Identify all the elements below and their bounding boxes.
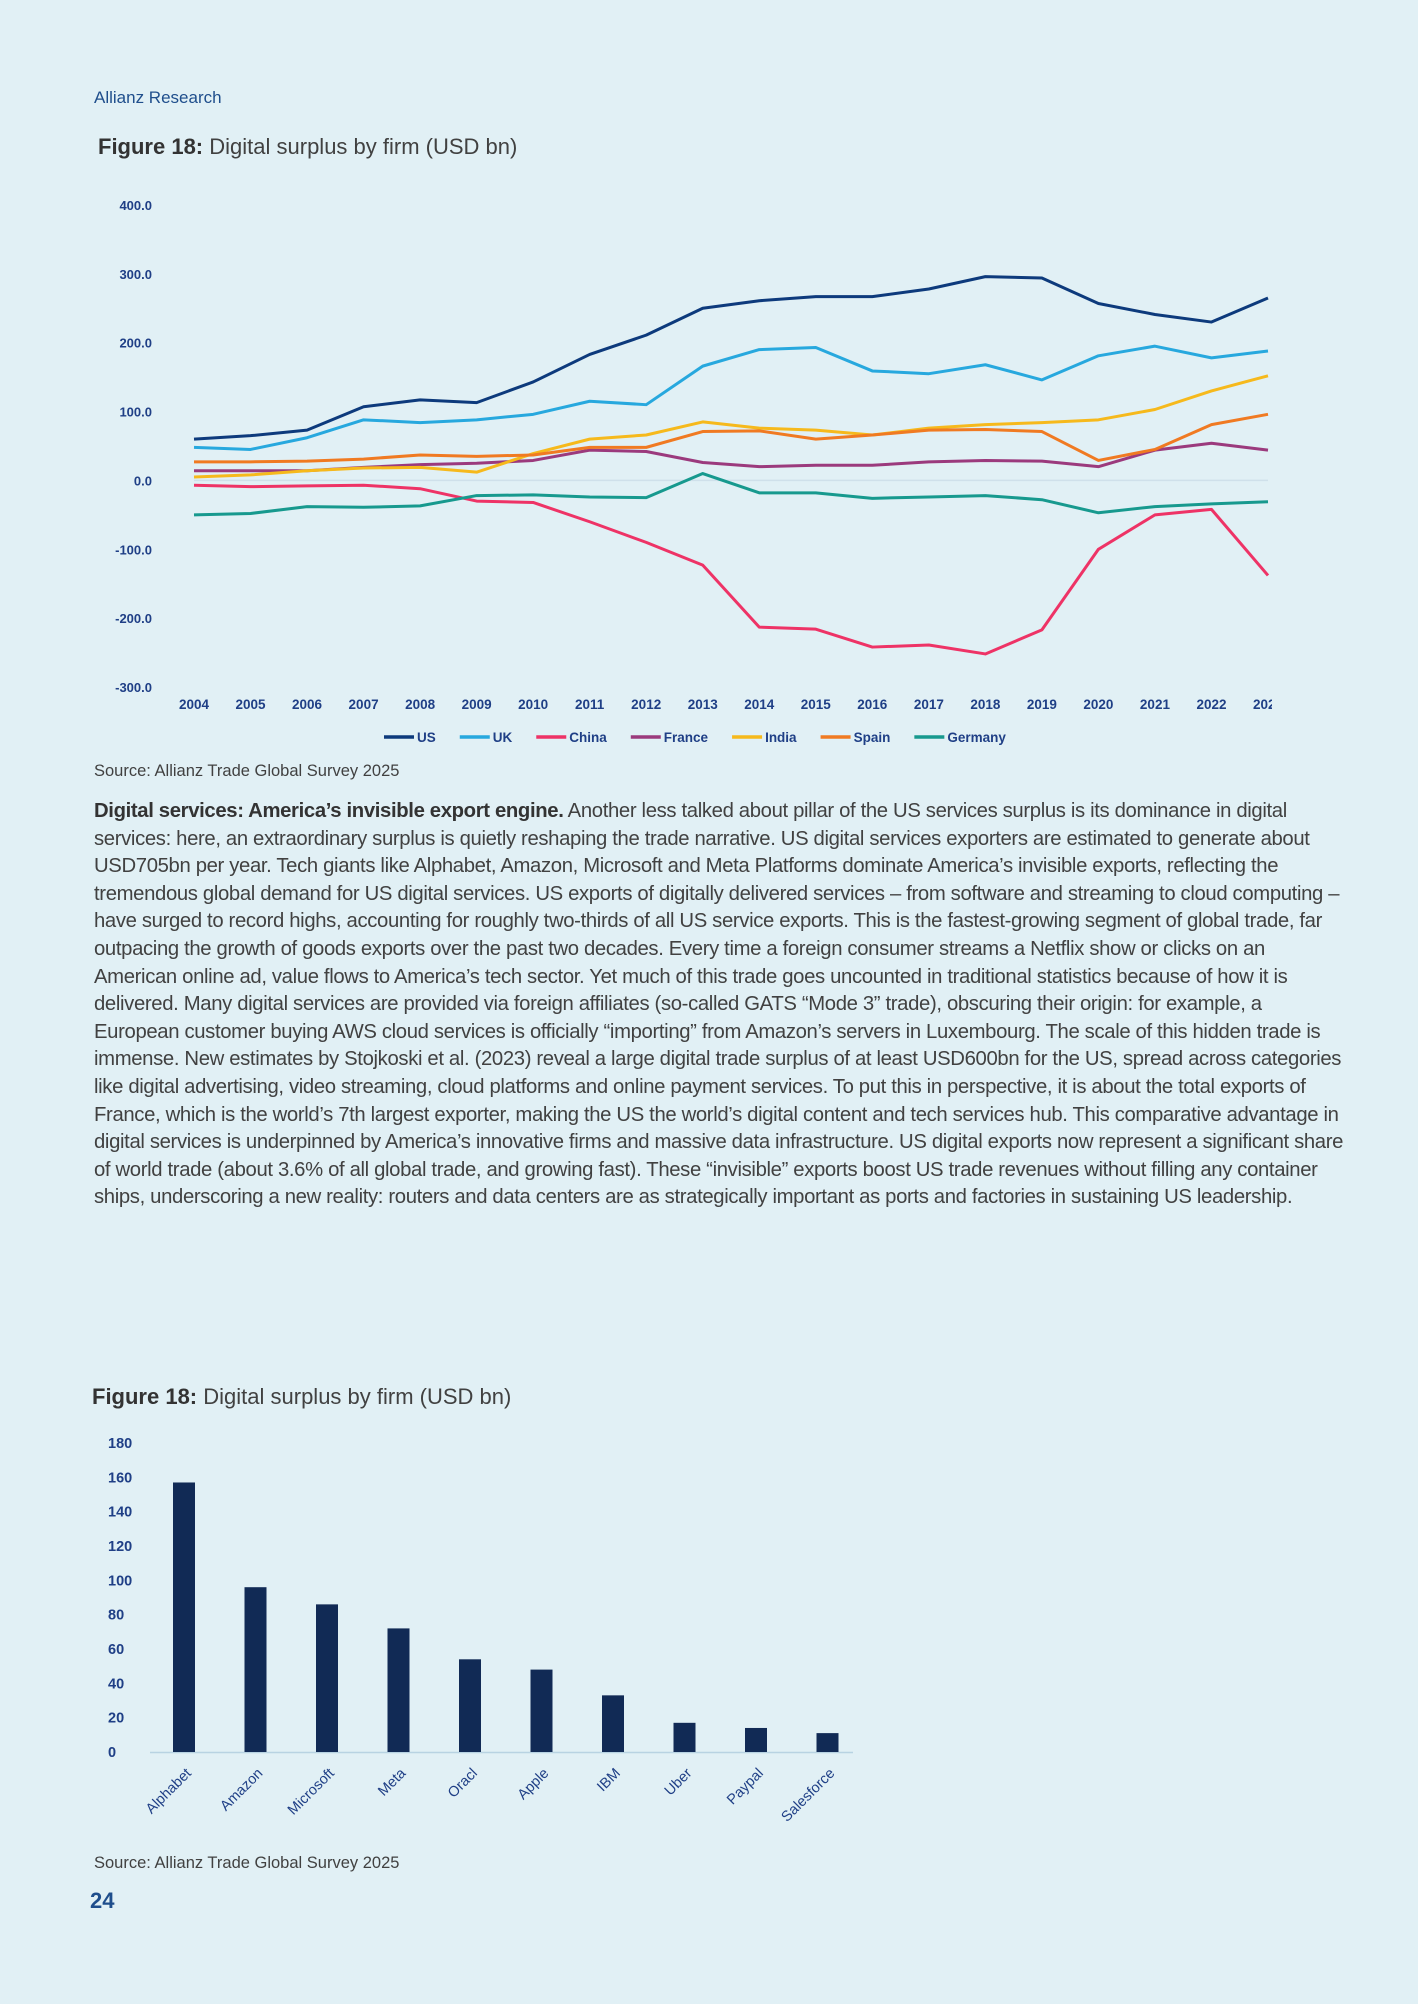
x-tick-label: Salesforce — [779, 1766, 839, 1826]
series-line-china — [193, 483, 1270, 656]
bar-paypal — [745, 1727, 767, 1752]
y-tick-label: 60 — [108, 1642, 124, 1658]
x-tick-label: 2006 — [292, 697, 323, 712]
figure1-source: Source: Allianz Trade Global Survey 2025 — [94, 762, 400, 780]
y-tick-label: 300.0 — [119, 267, 152, 282]
bar-meta — [387, 1628, 410, 1752]
figure2-title: Figure 18: Digital surplus by firm (USD … — [92, 1384, 511, 1410]
y-tick-label: -100.0 — [115, 542, 152, 557]
legend-label-china: China — [569, 730, 607, 745]
legend-label-uk: UK — [493, 730, 513, 745]
x-tick-label: 2008 — [405, 697, 436, 712]
x-tick-label: 2004 — [179, 697, 210, 712]
x-tick-label: 2016 — [857, 697, 888, 712]
x-tick-label: Paypal — [724, 1766, 767, 1809]
y-tick-label: 120 — [108, 1539, 132, 1555]
page-number: 24 — [90, 1888, 115, 1913]
x-tick-label: 2007 — [349, 697, 379, 712]
y-tick-label: 100.0 — [119, 405, 152, 420]
body-paragraph: Digital services: America’s invisible ex… — [94, 798, 1344, 1212]
y-tick-label: 80 — [108, 1608, 124, 1624]
x-tick-label: 2011 — [575, 697, 605, 712]
bar-amazon — [244, 1587, 267, 1752]
figure2-label: Figure 18: — [92, 1384, 198, 1409]
bar-chart: 0 20 40 60 80 100 120 140 160 180 Alphabet Amazon Mi… — [108, 1436, 853, 1826]
series-line-germany — [193, 472, 1269, 517]
x-tick-label: 2020 — [1083, 697, 1113, 712]
bar-salesforce — [816, 1733, 839, 1752]
x-tick-label: Oracl — [445, 1766, 481, 1802]
series-line-uk — [193, 344, 1269, 451]
y-tick-label: 400.0 — [119, 198, 152, 213]
y-tick-label: 200.0 — [119, 336, 152, 351]
y-tick-label: 0.0 — [134, 473, 152, 488]
bar-apple — [530, 1669, 553, 1752]
series-line-france — [194, 441, 1269, 473]
x-tick-label: 2018 — [970, 697, 1001, 712]
y-tick-label: 20 — [108, 1711, 124, 1727]
series-line-india — [193, 374, 1269, 479]
bar-ibm — [602, 1695, 624, 1752]
x-tick-label: Amazon — [217, 1766, 266, 1815]
figure1-label: Figure 18: — [98, 134, 204, 159]
y-tick-label: 40 — [108, 1676, 124, 1692]
header-brand: Allianz Research — [94, 88, 222, 107]
x-tick-label: IBM — [594, 1766, 624, 1796]
legend-label-spain: Spain — [854, 730, 891, 745]
x-tick-label: 2009 — [462, 697, 492, 712]
x-tick-label: 2014 — [744, 697, 775, 712]
x-tick-label: Alphabet — [143, 1766, 195, 1818]
y-tick-label: -300.0 — [115, 680, 152, 695]
x-tick-label: Microsoft — [285, 1766, 338, 1819]
bar-microsoft — [316, 1604, 338, 1752]
legend-label-france: France — [664, 730, 709, 745]
x-tick-label: Meta — [375, 1765, 410, 1800]
legend-label-germany: Germany — [947, 730, 1006, 745]
y-tick-label: 0 — [108, 1745, 116, 1761]
y-tick-label: 160 — [108, 1470, 132, 1486]
y-tick-label: -200.0 — [115, 611, 152, 626]
bar-alphabet — [173, 1482, 195, 1752]
x-tick-label: 2012 — [631, 697, 661, 712]
x-tick-label: 2010 — [518, 697, 548, 712]
x-tick-label: 2013 — [688, 697, 719, 712]
x-tick-label: Uber — [662, 1765, 696, 1799]
x-tick-label: Apple — [515, 1766, 553, 1804]
y-tick-label: 140 — [108, 1505, 132, 1521]
series-line-us — [193, 275, 1269, 441]
x-tick-label: 2005 — [236, 697, 267, 712]
y-tick-label: 100 — [108, 1573, 132, 1589]
x-tick-label: 2019 — [1027, 697, 1057, 712]
series-line-spain — [194, 412, 1269, 464]
y-tick-label: 180 — [108, 1436, 132, 1452]
x-tick-label: 2022 — [1196, 697, 1226, 712]
figure2-title-text: Digital surplus by firm (USD bn) — [203, 1384, 512, 1409]
x-tick-label: 2023 — [1253, 697, 1284, 712]
figure1-title: Figure 18: Digital surplus by firm (USD … — [98, 134, 517, 160]
paragraph-body: Another less talked about pillar of the … — [94, 800, 1344, 1209]
x-tick-label: 2017 — [914, 697, 944, 712]
x-tick-label: 2015 — [801, 697, 832, 712]
paragraph-lead: Digital services: America’s invisible ex… — [94, 800, 564, 822]
bar-uber — [673, 1722, 696, 1752]
bar-oracl — [459, 1659, 481, 1752]
line-chart: 400.0 300.0 200.0 100.0 0.0 -100.0 -200.0 -300.… — [115, 198, 1284, 745]
figure2-source: Source: Allianz Trade Global Survey 2025 — [94, 1854, 400, 1872]
legend-label-india: India — [765, 730, 797, 745]
x-tick-labels: 2004 2005 2006 2007 2008 2009 2010 2011 2012 2013… — [179, 697, 1284, 712]
figure1-title-text: Digital surplus by firm (USD bn) — [209, 134, 518, 159]
x-tick-label: 2021 — [1140, 697, 1171, 712]
legend-label-us: US — [417, 730, 436, 745]
